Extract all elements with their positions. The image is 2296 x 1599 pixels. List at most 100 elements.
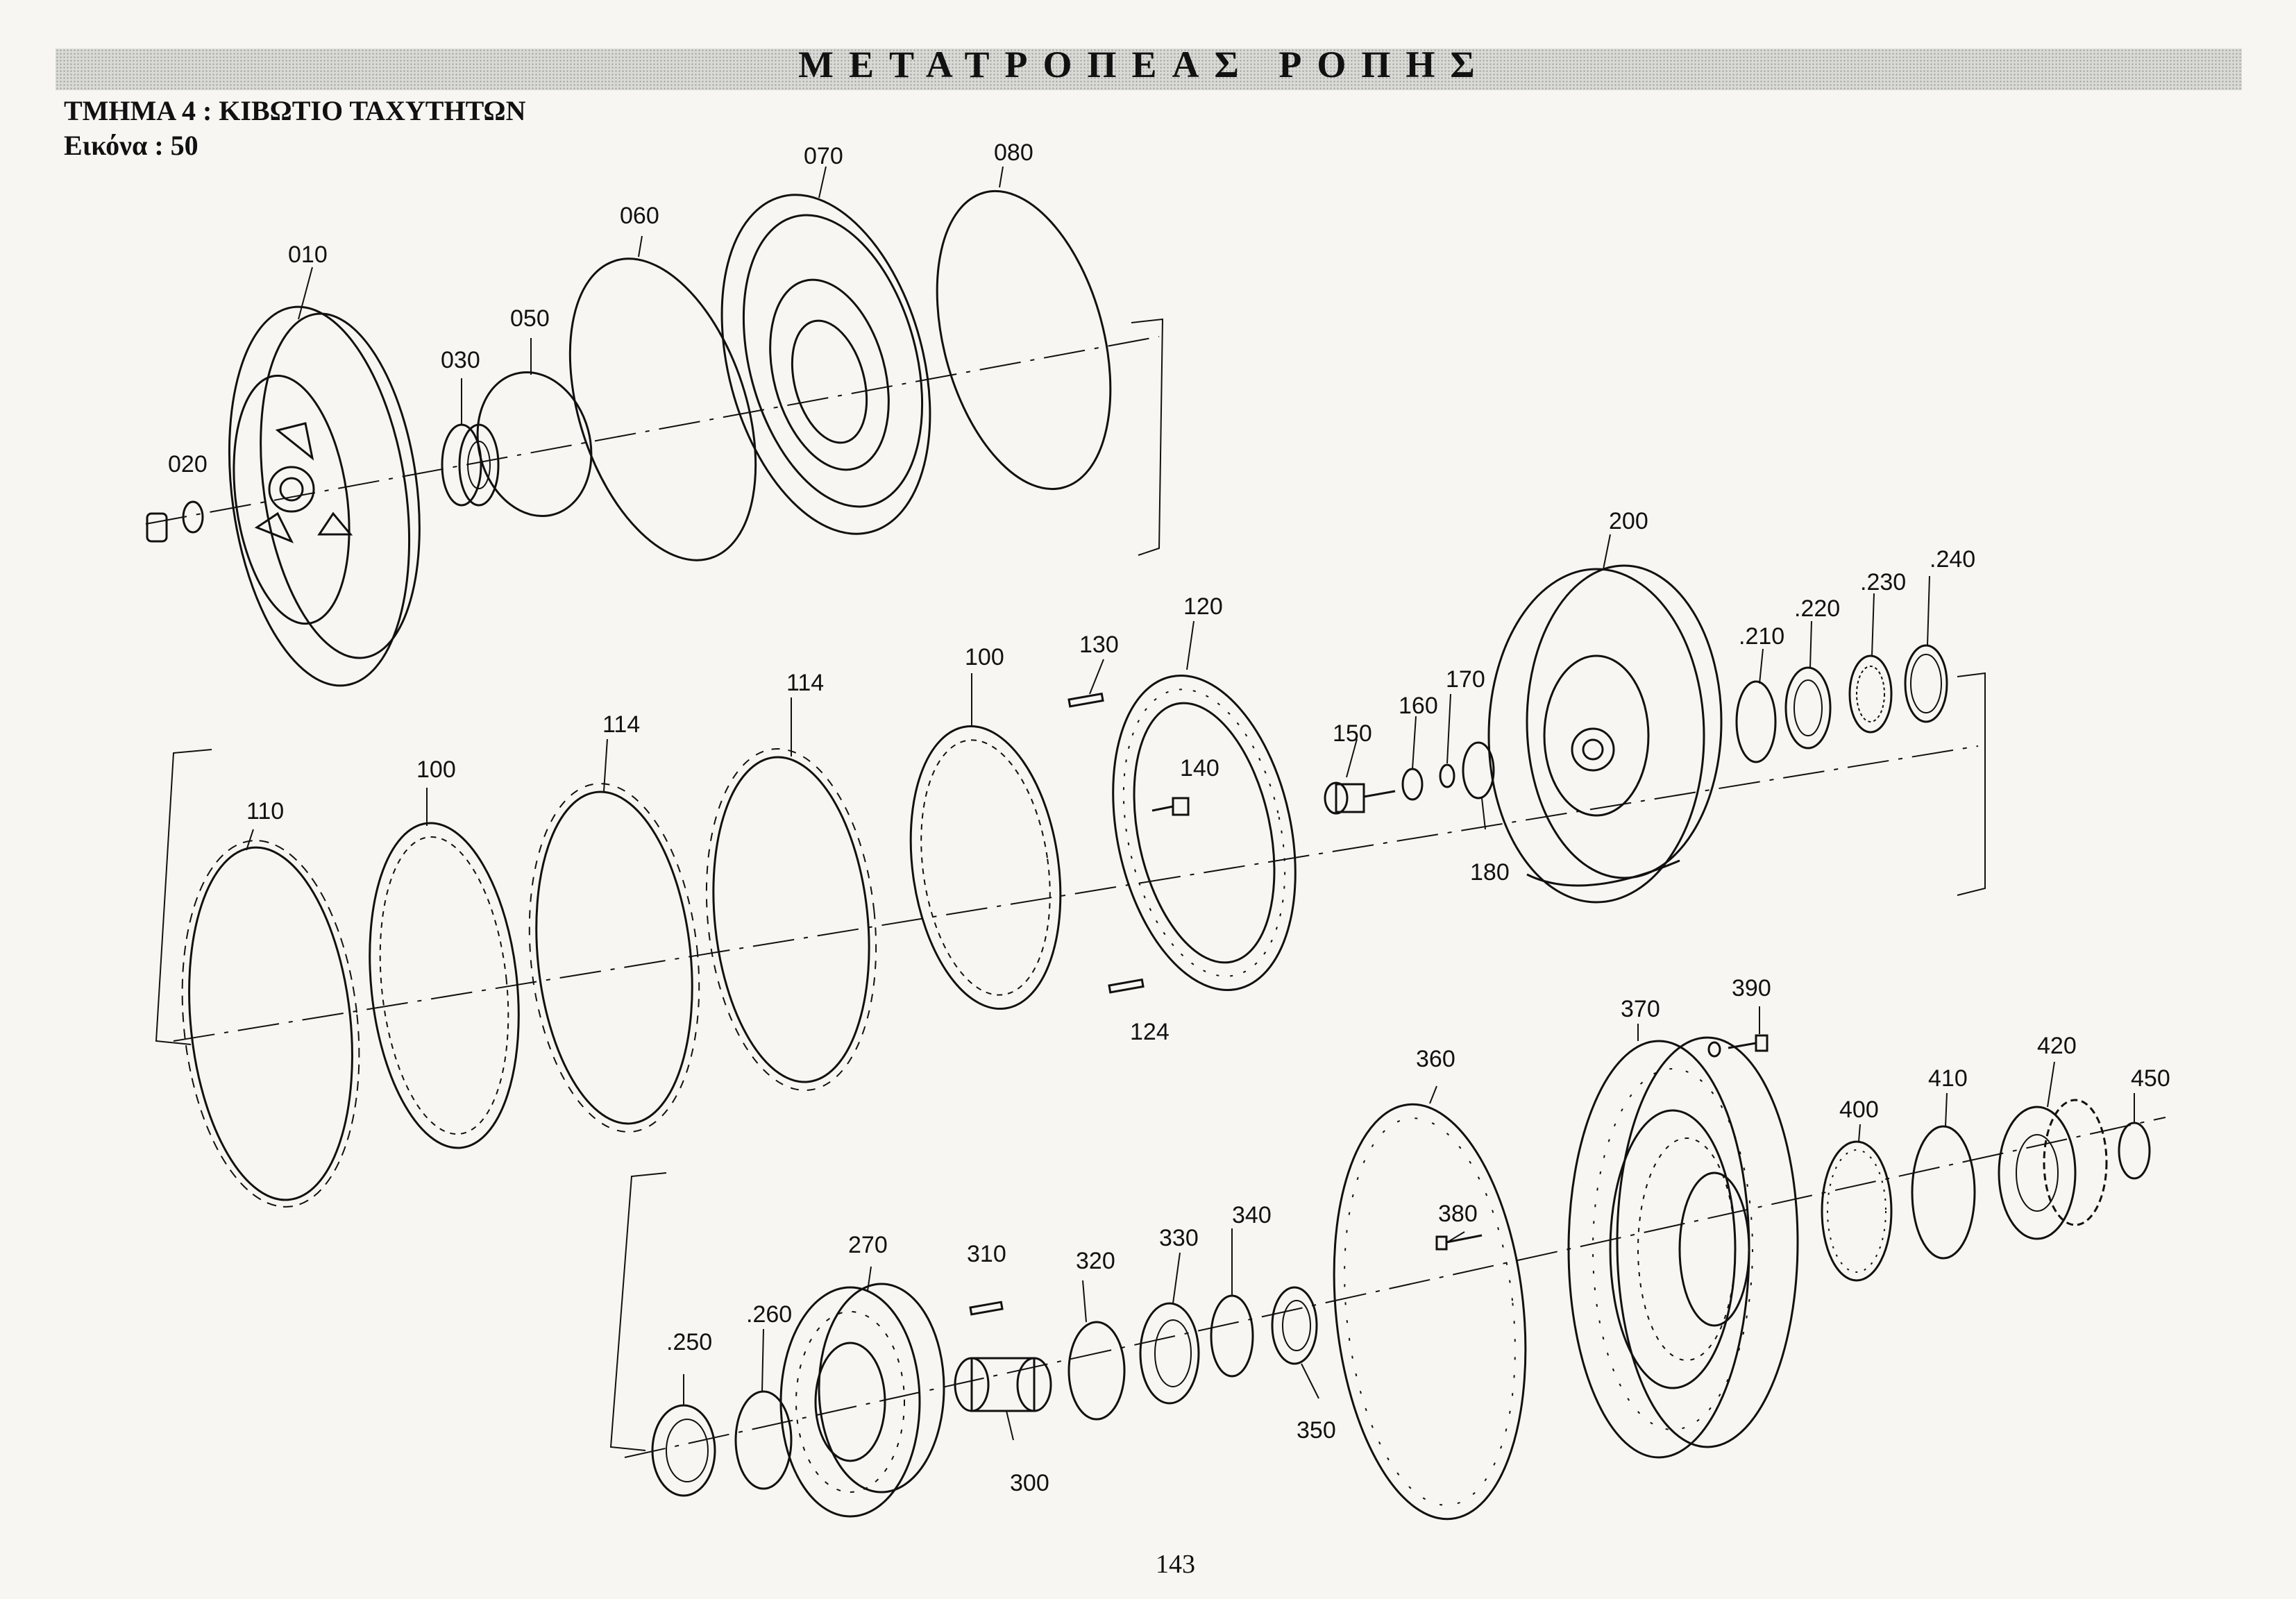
part-210-ring — [1735, 680, 1777, 763]
part-114-plate-a — [528, 783, 700, 1133]
part-450-ring — [2118, 1122, 2151, 1180]
label-060: 060 — [620, 203, 659, 229]
label-124: 124 — [1130, 1019, 1170, 1045]
label-350: 350 — [1297, 1417, 1336, 1444]
label-240: .240 — [1930, 546, 1975, 573]
label-114b: 114 — [786, 670, 824, 696]
part-230-bearing — [1848, 654, 1893, 734]
part-120-ring — [1112, 675, 1297, 991]
part-300-hub — [954, 1357, 1052, 1412]
label-360: 360 — [1416, 1046, 1455, 1072]
label-330: 330 — [1159, 1225, 1199, 1251]
figure-label: Εικόνα : 50 — [64, 130, 199, 161]
label-260: .260 — [746, 1301, 792, 1328]
part-340-ring — [1210, 1294, 1254, 1378]
top-row — [145, 189, 1164, 687]
part-330-bearing — [1139, 1302, 1200, 1405]
part-350-seal — [1271, 1286, 1318, 1365]
part-070-piston — [720, 194, 931, 535]
label-100a: 100 — [416, 756, 456, 783]
label-010: 010 — [288, 242, 328, 268]
part-130-pin — [1067, 692, 1104, 708]
part-260-ring — [734, 1390, 793, 1490]
part-030-bearing — [441, 423, 500, 507]
part-220-bearing-race — [1784, 666, 1832, 750]
middle-row-axis — [173, 745, 1979, 1042]
label-080: 080 — [994, 139, 1033, 166]
part-114-plate-b — [705, 748, 877, 1091]
part-250-seal — [651, 1404, 716, 1497]
part-160-washer — [1401, 768, 1424, 801]
part-080-ring — [936, 189, 1112, 491]
part-360-gasket — [1333, 1103, 1527, 1521]
label-150: 150 — [1333, 720, 1372, 747]
part-labels: 010 020 030 050 060 070 080 110 100 114 … — [168, 139, 2170, 1496]
label-390: 390 — [1732, 975, 1771, 1001]
part-200-torque-converter — [1487, 564, 1723, 904]
label-420: 420 — [2037, 1033, 2077, 1059]
label-270: 270 — [848, 1232, 888, 1258]
part-380-screw — [1435, 1234, 1483, 1251]
part-410-ring — [1911, 1125, 1976, 1260]
middle-row-bracket — [155, 749, 212, 1045]
part-170-washer — [1439, 763, 1455, 788]
section-title: ΤΜΗΜΑ 4 : ΚΙΒΩΤΙΟ ΤΑΧΥΤΗΤΩΝ — [64, 95, 526, 126]
label-160: 160 — [1399, 693, 1438, 719]
part-270-pump-wheel — [779, 1283, 945, 1518]
bottom-row-axis — [624, 1117, 2166, 1458]
part-060-ring — [568, 257, 757, 561]
label-310: 310 — [967, 1241, 1006, 1267]
label-300: 300 — [1010, 1470, 1049, 1496]
bottom-row — [609, 1034, 2166, 1521]
label-410: 410 — [1928, 1065, 1968, 1092]
page-number: 143 — [1156, 1550, 1195, 1579]
part-320-ring — [1067, 1321, 1126, 1421]
label-220: .220 — [1794, 595, 1840, 622]
label-180: 180 — [1470, 859, 1510, 886]
label-320: 320 — [1076, 1248, 1115, 1274]
label-340: 340 — [1232, 1202, 1272, 1228]
label-020: 020 — [168, 451, 208, 477]
label-050: 050 — [510, 305, 550, 332]
part-310-pin — [969, 1301, 1004, 1316]
label-030: 030 — [441, 347, 480, 373]
label-400: 400 — [1839, 1097, 1879, 1123]
label-450: 450 — [2131, 1065, 2170, 1092]
part-420-gear — [1998, 1099, 2108, 1240]
part-110-plate — [188, 846, 353, 1201]
label-230: .230 — [1860, 569, 1906, 595]
label-110: 110 — [246, 798, 284, 824]
label-200: 200 — [1609, 508, 1648, 534]
label-100b: 100 — [965, 644, 1004, 670]
label-380: 380 — [1438, 1201, 1478, 1227]
top-row-bracket — [1131, 318, 1164, 556]
leader-lines — [246, 166, 2135, 1441]
label-210: .210 — [1739, 623, 1784, 650]
label-114a: 114 — [602, 711, 640, 738]
part-240-ring — [1904, 644, 1948, 723]
top-row-axis — [145, 336, 1160, 525]
part-020-plug — [146, 500, 204, 543]
page-title: ΜΕΤΑΤΡΟΠΕΑΣ ΡΟΠΗΣ — [798, 44, 1490, 85]
bottom-row-bracket — [609, 1172, 667, 1451]
label-250: .250 — [666, 1329, 712, 1355]
part-370-turbine — [1567, 1036, 1799, 1459]
part-124-pin — [1108, 978, 1145, 994]
part-140-screw — [1151, 797, 1190, 816]
part-050-ring — [476, 371, 593, 518]
part-010-housing — [228, 305, 421, 687]
part-150-bolt — [1324, 781, 1396, 815]
label-120: 120 — [1183, 593, 1223, 620]
label-070: 070 — [804, 143, 843, 169]
label-140: 140 — [1180, 755, 1219, 781]
part-390-bolt — [1707, 1034, 1769, 1058]
middle-row-bracket-right — [1957, 672, 1986, 896]
title-band — [56, 49, 2242, 90]
part-100-friction-plate-b — [909, 725, 1062, 1010]
label-130: 130 — [1079, 632, 1119, 658]
part-100-friction-plate-a — [369, 822, 520, 1149]
label-370: 370 — [1621, 996, 1660, 1022]
middle-row — [155, 564, 1986, 1208]
label-170: 170 — [1446, 666, 1485, 693]
